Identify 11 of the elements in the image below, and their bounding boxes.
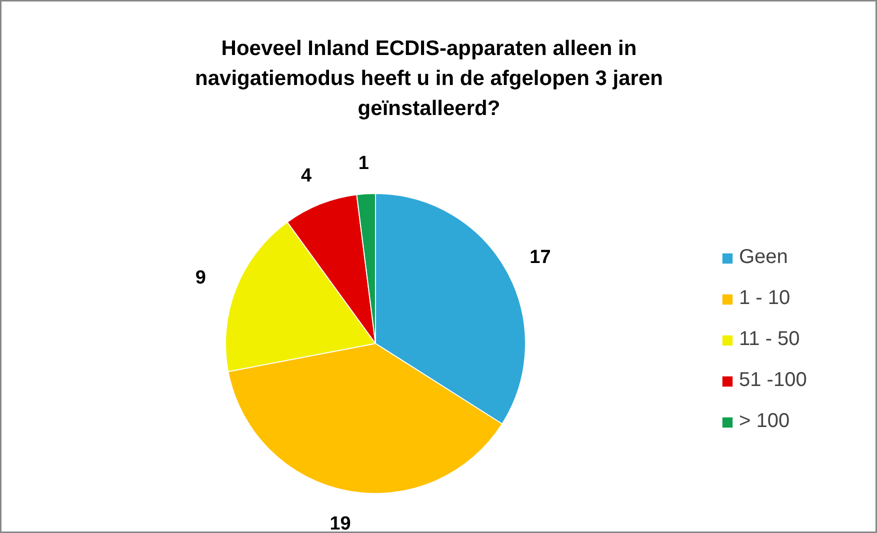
data-label: 1 (358, 152, 370, 174)
legend-label: > 100 (739, 410, 790, 433)
legend-label: Geen (739, 246, 788, 269)
data-label: 19 (330, 513, 351, 533)
data-label: 4 (301, 165, 312, 186)
data-label: 9 (195, 268, 206, 288)
chart-title: Hoeveel Inland ECDIS-apparaten alleen in navigatiemodus heeft u in de afgelopen 3 jaren geïnstalleerd? (195, 37, 663, 120)
data-label: 17 (530, 246, 551, 268)
legend-label: 1 - 10 (739, 287, 790, 310)
legend-label: 11 - 50 (739, 328, 800, 351)
legend-label: 51 -100 (739, 369, 807, 392)
